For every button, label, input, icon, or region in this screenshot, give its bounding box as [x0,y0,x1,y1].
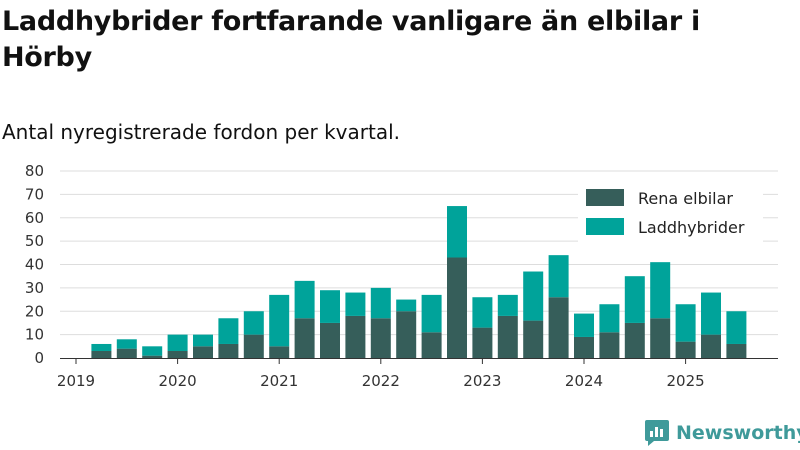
bar-elbilar [599,332,620,358]
y-tick-label: 0 [34,349,44,367]
bar-elbilar [675,341,696,358]
bar-laddhybrider [269,294,290,347]
bar-laddhybrider [345,292,366,316]
brand-logo: Newsworthy [644,418,800,448]
bar-elbilar [218,343,239,358]
bar-laddhybrider [523,271,544,321]
bar-elbilar [574,336,594,358]
bar-laddhybrider [218,318,239,344]
bar-laddhybrider [193,334,213,347]
y-tick-label: 20 [25,302,44,320]
bar-laddhybrider [548,255,569,298]
legend-swatch-elbilar [586,189,624,206]
legend: Rena elbilar Laddhybrider [578,182,763,242]
bar-laddhybrider [701,292,721,335]
y-tick-label: 80 [25,162,44,180]
y-tick-label: 40 [25,256,44,274]
bar-elbilar [294,318,315,358]
bar-laddhybrider [497,294,518,316]
bar-elbilar [726,343,747,358]
bar-elbilar [116,348,137,358]
x-tick-label: 2024 [565,372,603,390]
bar-elbilar [548,297,569,358]
bar-elbilar [396,311,417,358]
bar-elbilar [243,334,264,358]
bar-laddhybrider [370,287,391,319]
bar-laddhybrider [624,276,645,323]
y-tick-label: 50 [25,232,44,250]
y-tick-label: 30 [25,279,44,297]
bar-laddhybrider [447,206,467,258]
bar-elbilar [497,315,518,358]
legend-label-elbilar: Rena elbilar [638,189,733,208]
brand-name: Newsworthy [676,422,800,444]
bar-elbilar [421,332,442,358]
x-tick-label: 2020 [159,372,197,390]
bar-laddhybrider [599,304,620,333]
x-tick-label: 2022 [362,372,400,390]
bar-laddhybrider [167,334,188,351]
newsworthy-logo-icon [645,420,669,446]
bar-laddhybrider [574,313,594,337]
bar-laddhybrider [142,346,163,356]
bar-laddhybrider [243,311,264,335]
bar-elbilar [447,257,467,358]
bar-laddhybrider [396,299,417,312]
bar-laddhybrider [294,280,315,319]
legend-label-laddhybrider: Laddhybrider [638,218,745,237]
legend-swatch-laddhybrider [586,218,624,235]
bar-elbilar [142,355,163,358]
chart-subtitle: Antal nyregistrerade fordon per kvartal. [2,120,401,144]
bar-elbilar [472,327,493,358]
bar-elbilar [701,334,721,358]
bars [91,206,747,358]
bar-laddhybrider [472,297,493,328]
bar-laddhybrider [726,311,747,344]
bar-elbilar [523,320,544,358]
bar-elbilar [91,350,112,358]
bar-laddhybrider [650,262,671,319]
bar-elbilar [370,318,391,358]
bar-elbilar [320,322,340,358]
x-tick-label: 2023 [463,372,501,390]
bar-laddhybrider [91,343,112,351]
bar-laddhybrider [320,290,340,323]
x-tick-label: 2021 [260,372,298,390]
chart-title: Laddhybrider fortfarande vanligare än el… [2,6,700,73]
x-tick-label: 2025 [667,372,705,390]
bar-laddhybrider [675,304,696,342]
y-tick-label: 70 [25,185,44,203]
bar-elbilar [269,346,290,358]
y-tick-label: 60 [25,209,44,227]
bar-elbilar [624,322,645,358]
bar-elbilar [650,318,671,358]
bar-laddhybrider [421,294,442,333]
x-axis: 2019 2020 2021 2022 2023 2024 2025 [57,358,778,390]
x-tick-label: 2019 [57,372,95,390]
bar-elbilar [345,315,366,358]
y-tick-label: 10 [25,326,44,344]
bar-elbilar [167,350,188,358]
bar-laddhybrider [116,339,137,349]
bar-elbilar [193,346,213,358]
y-axis-ticks: 0 10 20 30 40 50 60 70 80 [25,162,44,367]
